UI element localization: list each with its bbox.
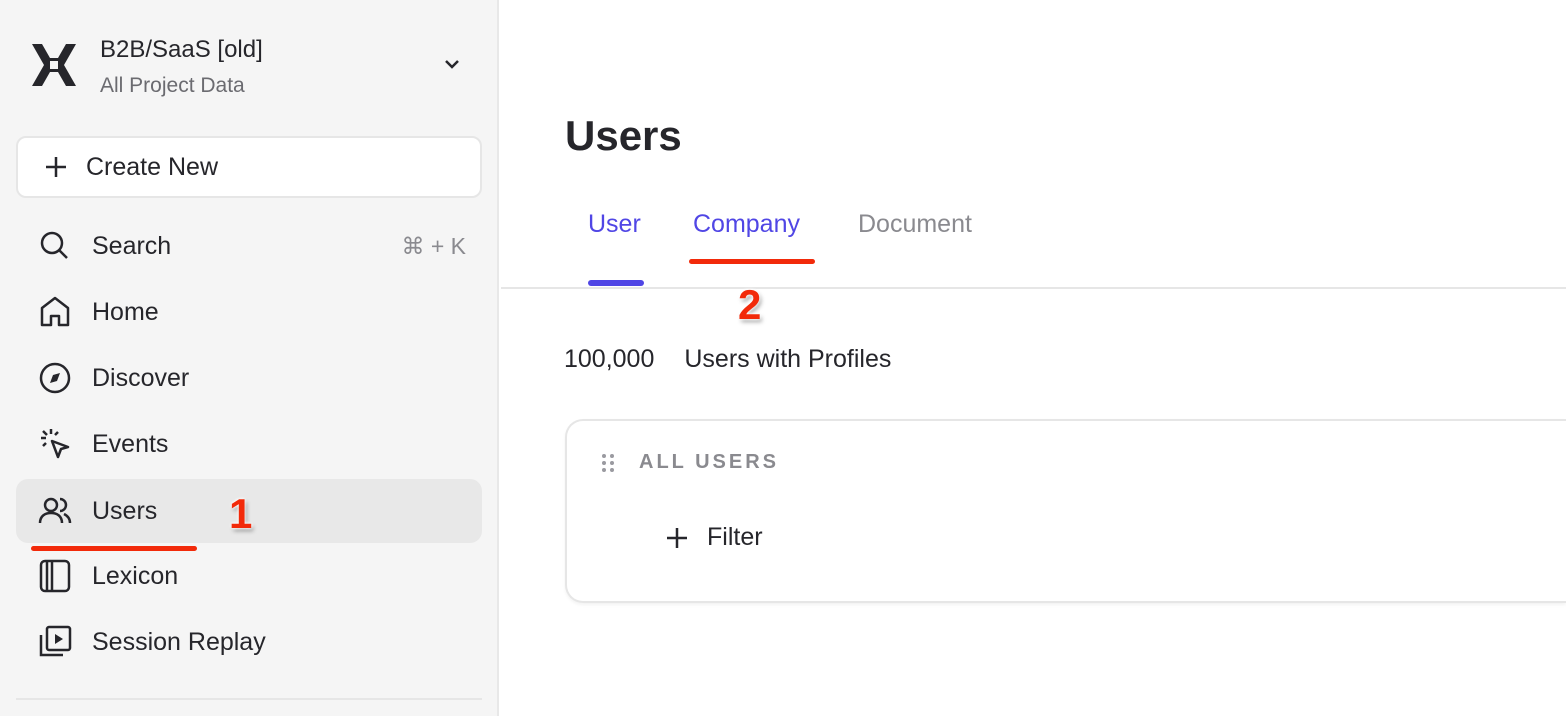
- plus-icon: [667, 527, 687, 548]
- search-icon: [40, 231, 68, 259]
- sidebar-item-label: Events: [92, 429, 169, 458]
- home-icon: [40, 296, 70, 327]
- sidebar-item-users[interactable]: Users: [16, 479, 482, 543]
- project-name: B2B/SaaS [old]: [100, 36, 263, 63]
- annotation-number-1: 1: [229, 490, 253, 537]
- sidebar: B2B/SaaS [old] All Project Data Create N…: [0, 0, 499, 716]
- all-users-card: ALL USERS Filter: [565, 419, 1566, 603]
- sidebar-divider: [16, 698, 482, 700]
- sidebar-item-search[interactable]: Search ⌘ + K: [16, 214, 482, 278]
- page-title: Users: [565, 112, 682, 159]
- count-value: 100,000: [564, 345, 655, 373]
- active-tab-indicator: [588, 280, 644, 286]
- card-label: ALL USERS: [639, 451, 779, 473]
- add-filter-button[interactable]: Filter: [665, 523, 763, 552]
- compass-icon: [39, 362, 71, 394]
- annotation-underline-1: [31, 546, 197, 551]
- profile-count: 100,000 Users with Profiles: [564, 345, 891, 374]
- cursor-click-icon: [41, 429, 70, 459]
- sidebar-item-label: Lexicon: [92, 561, 179, 590]
- sidebar-item-events[interactable]: Events: [16, 412, 482, 476]
- tab-company[interactable]: Company: [693, 210, 800, 238]
- sidebar-item-label: Search: [92, 231, 172, 260]
- plus-icon: [46, 157, 66, 177]
- sidebar-item-label: Discover: [92, 363, 190, 392]
- project-subtitle: All Project Data: [100, 74, 245, 97]
- main-content: Users User Company Document 2 100,000 Us…: [501, 0, 1566, 716]
- sidebar-item-lexicon[interactable]: Lexicon: [16, 544, 482, 608]
- users-icon: [38, 497, 72, 524]
- chevron-down-icon[interactable]: [442, 54, 462, 74]
- tab-document[interactable]: Document: [858, 210, 972, 238]
- sidebar-item-label: Session Replay: [92, 627, 266, 656]
- annotation-number-2: 2: [738, 281, 762, 328]
- app-logo-icon: [32, 44, 76, 86]
- sidebar-item-label: Home: [92, 297, 159, 326]
- replay-icon: [39, 625, 72, 657]
- sidebar-item-home[interactable]: Home: [16, 280, 482, 344]
- search-shortcut: ⌘ + K: [401, 232, 466, 259]
- drag-handle-icon[interactable]: [601, 453, 615, 473]
- sidebar-item-session-replay[interactable]: Session Replay: [16, 610, 482, 674]
- create-new-label: Create New: [86, 152, 218, 181]
- project-switcher[interactable]: B2B/SaaS [old] All Project Data: [32, 36, 472, 100]
- tab-user[interactable]: User: [588, 210, 641, 238]
- count-label: Users with Profiles: [684, 345, 892, 373]
- sidebar-item-discover[interactable]: Discover: [16, 346, 482, 410]
- book-icon: [39, 559, 71, 593]
- tab-bar: User Company Document: [501, 190, 1566, 289]
- sidebar-item-label: Users: [92, 496, 158, 525]
- annotation-underline-2: [689, 259, 815, 264]
- create-new-button[interactable]: Create New: [16, 136, 482, 198]
- filter-label: Filter: [707, 523, 763, 551]
